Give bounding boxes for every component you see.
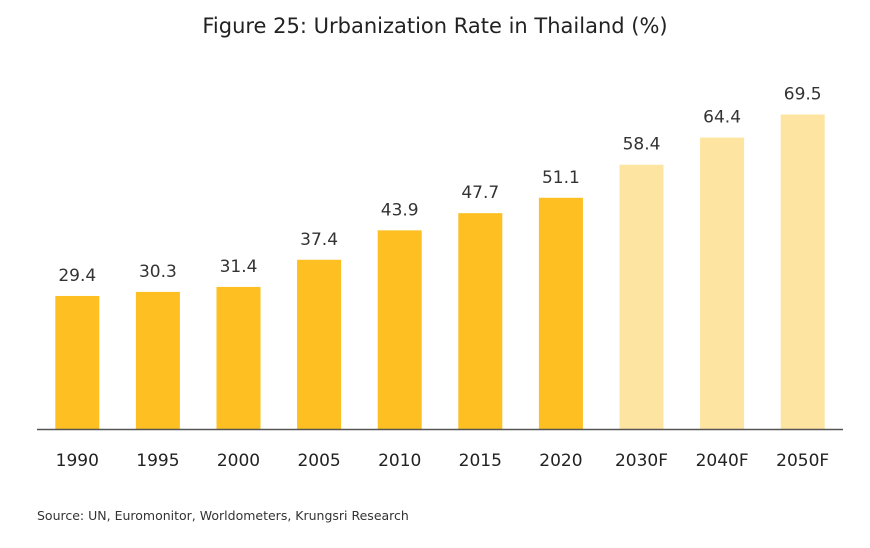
bar-2015 bbox=[458, 213, 503, 429]
x-tick-labels-group: 1990 1995 2000 2005 2010 2015 2020 2030F 2040F 20… bbox=[56, 451, 830, 471]
value-label-2050F: 69.5 bbox=[784, 85, 822, 105]
value-label-2015: 47.7 bbox=[461, 183, 499, 203]
value-label-1995: 30.3 bbox=[139, 262, 177, 282]
source-note: Source: UN, Euromonitor, Worldometers, K… bbox=[37, 508, 409, 523]
bar-2050F bbox=[780, 114, 825, 429]
bar-2000 bbox=[216, 286, 261, 429]
x-tick-1990: 1990 bbox=[56, 451, 99, 471]
bar-2040F bbox=[700, 137, 745, 429]
value-labels-group: 29.4 30.3 31.4 37.4 43.9 47.7 51.1 58.4 64.4 69.5 bbox=[58, 85, 821, 286]
bar-2030F bbox=[619, 164, 664, 430]
value-label-2000: 31.4 bbox=[220, 257, 258, 277]
bar-2020 bbox=[538, 197, 583, 429]
value-label-2005: 37.4 bbox=[300, 230, 338, 250]
bar-2005 bbox=[297, 259, 342, 429]
value-label-1990: 29.4 bbox=[58, 266, 96, 286]
x-tick-2010: 2010 bbox=[378, 451, 421, 471]
x-tick-2000: 2000 bbox=[217, 451, 260, 471]
x-tick-1995: 1995 bbox=[136, 451, 179, 471]
x-tick-2015: 2015 bbox=[459, 451, 502, 471]
value-label-2040F: 64.4 bbox=[703, 108, 741, 128]
value-label-2010: 43.9 bbox=[381, 200, 419, 220]
x-tick-2030F: 2030F bbox=[615, 451, 668, 471]
value-label-2020: 51.1 bbox=[542, 168, 580, 188]
x-tick-2005: 2005 bbox=[297, 451, 340, 471]
bar-1990 bbox=[55, 295, 100, 429]
bars-group bbox=[55, 114, 825, 430]
value-label-2030F: 58.4 bbox=[623, 135, 661, 155]
bar-2010 bbox=[377, 230, 422, 429]
bar-1995 bbox=[135, 291, 180, 429]
x-tick-2040F: 2040F bbox=[696, 451, 749, 471]
chart-title: Figure 25: Urbanization Rate in Thailand… bbox=[202, 14, 668, 38]
x-tick-2020: 2020 bbox=[539, 451, 582, 471]
x-tick-2050F: 2050F bbox=[776, 451, 829, 471]
